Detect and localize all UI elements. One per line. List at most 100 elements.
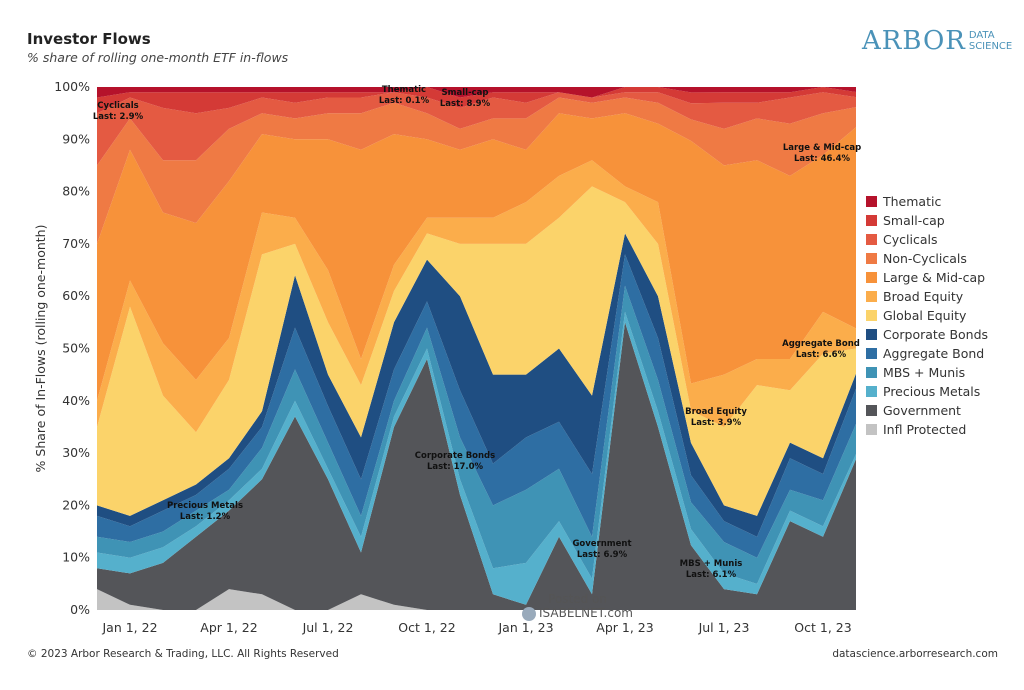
x-tick-label: Jan 1, 23 — [497, 620, 553, 635]
legend-swatch — [866, 196, 877, 207]
watermark-line2-text: ISABELNET.com — [539, 606, 633, 620]
legend-label: Small-cap — [883, 213, 945, 228]
legend-item-aggregate-bond[interactable]: Aggregate Bond — [866, 344, 988, 363]
legend-swatch — [866, 329, 877, 340]
x-tick-label: Apr 1, 22 — [200, 620, 257, 635]
annotation-last-value: Last: 1.2% — [180, 512, 231, 522]
legend-swatch — [866, 215, 877, 226]
legend-swatch — [866, 272, 877, 283]
annotation-label: Aggregate Bond — [782, 339, 860, 349]
y-tick-label: 60% — [62, 288, 90, 303]
legend-label: Broad Equity — [883, 289, 964, 304]
x-tick-label: Oct 1, 22 — [398, 620, 455, 635]
legend-item-mbs-munis[interactable]: MBS + Munis — [866, 363, 988, 382]
annotation-last-value: Last: 2.9% — [93, 112, 144, 122]
area-series-global-equity — [97, 186, 856, 516]
legend-swatch — [866, 253, 877, 264]
legend-label: Precious Metals — [883, 384, 981, 399]
annotation-label: MBS + Munis — [680, 559, 743, 569]
annotation-last-value: Last: 6.1% — [686, 570, 737, 580]
logo-sub-text: DATA SCIENCE — [969, 30, 1012, 52]
annotation-label: Government — [572, 539, 631, 549]
y-tick-label: 40% — [62, 393, 90, 408]
legend-item-global-equity[interactable]: Global Equity — [866, 306, 988, 325]
watermark-line1: Posted on — [548, 592, 607, 606]
annotation-last-value: Last: 46.4% — [794, 154, 851, 164]
legend-item-large-mid-cap[interactable]: Large & Mid-cap — [866, 268, 988, 287]
annotation-label: Broad Equity — [685, 407, 747, 417]
area-series-infl-protected — [97, 589, 856, 610]
legend-label: Thematic — [883, 194, 942, 209]
legend-swatch — [866, 386, 877, 397]
logo-sub-line2: SCIENCE — [968, 41, 1013, 52]
annotation-last-value: Last: 6.9% — [577, 550, 628, 560]
annotation-label: Large & Mid-cap — [783, 143, 861, 153]
legend-swatch — [866, 234, 877, 245]
area-series-non-cyclicals — [97, 97, 856, 244]
legend-label: Government — [883, 403, 961, 418]
y-tick-label: 90% — [62, 131, 90, 146]
legend-label: Infl Protected — [883, 422, 967, 437]
legend-item-thematic[interactable]: Thematic — [866, 192, 988, 211]
legend-label: Global Equity — [883, 308, 967, 323]
legend-item-small-cap[interactable]: Small-cap — [866, 211, 988, 230]
area-series-cyclicals — [97, 92, 856, 166]
area-series-broad-equity — [97, 160, 856, 433]
annotation-label: Cyclicals — [97, 101, 138, 111]
x-tick-label: Jul 1, 23 — [698, 620, 750, 635]
globe-icon — [522, 606, 536, 621]
annotation-last-value: Last: 8.9% — [440, 99, 491, 109]
y-tick-label: 20% — [62, 497, 90, 512]
legend-item-broad-equity[interactable]: Broad Equity — [866, 287, 988, 306]
annotation-last-value: Last: 17.0% — [427, 462, 484, 472]
legend-label: Cyclicals — [883, 232, 938, 247]
y-tick-label: 80% — [62, 184, 90, 199]
legend-item-non-cyclicals[interactable]: Non-Cyclicals — [866, 249, 988, 268]
legend-item-corporate-bonds[interactable]: Corporate Bonds — [866, 325, 988, 344]
area-series-thematic — [97, 87, 856, 98]
legend-swatch — [866, 310, 877, 321]
legend-item-precious-metals[interactable]: Precious Metals — [866, 382, 988, 401]
y-axis-label: % Share of In-Flows (rolling one-month) — [33, 225, 48, 473]
legend-swatch — [866, 405, 877, 416]
y-tick-label: 50% — [62, 341, 90, 356]
legend-item-cyclicals[interactable]: Cyclicals — [866, 230, 988, 249]
chart-legend: Thematic Small-cap Cyclicals Non-Cyclicals L… — [866, 192, 988, 439]
legend-label: MBS + Munis — [883, 365, 966, 380]
website-link[interactable]: datascience.arborresearch.com — [832, 648, 998, 660]
annotation-label: Small-cap — [442, 88, 489, 98]
legend-label: Aggregate Bond — [883, 346, 985, 361]
area-series-government — [97, 322, 856, 610]
area-series-small-cap — [97, 87, 856, 114]
legend-swatch — [866, 291, 877, 302]
watermark: Posted on ISABELNET.com — [522, 592, 633, 621]
legend-item-infl-protected[interactable]: Infl Protected — [866, 420, 988, 439]
area-series-large-mid-cap — [97, 113, 856, 401]
logo-sub-line1: DATA — [968, 30, 995, 41]
arbor-logo: ARBOR DATA SCIENCE — [862, 26, 1012, 56]
legend-swatch — [866, 367, 877, 378]
legend-item-government[interactable]: Government — [866, 401, 988, 420]
legend-label: Corporate Bonds — [883, 327, 989, 342]
chart-subtitle: % share of rolling one-month ETF in-flow… — [27, 50, 289, 65]
chart-title: Investor Flows — [27, 30, 151, 48]
legend-swatch — [866, 348, 877, 359]
watermark-line2: ISABELNET.com — [522, 606, 633, 621]
y-tick-label: 70% — [62, 236, 90, 251]
y-tick-label: 0% — [70, 602, 90, 617]
x-tick-label: Jan 1, 22 — [101, 620, 157, 635]
annotation-label: Precious Metals — [167, 501, 243, 511]
logo-main-text: ARBOR — [862, 26, 966, 56]
x-tick-label: Jul 1, 22 — [302, 620, 354, 635]
y-tick-label: 100% — [54, 79, 90, 94]
annotation-last-value: Last: 3.9% — [691, 418, 742, 428]
